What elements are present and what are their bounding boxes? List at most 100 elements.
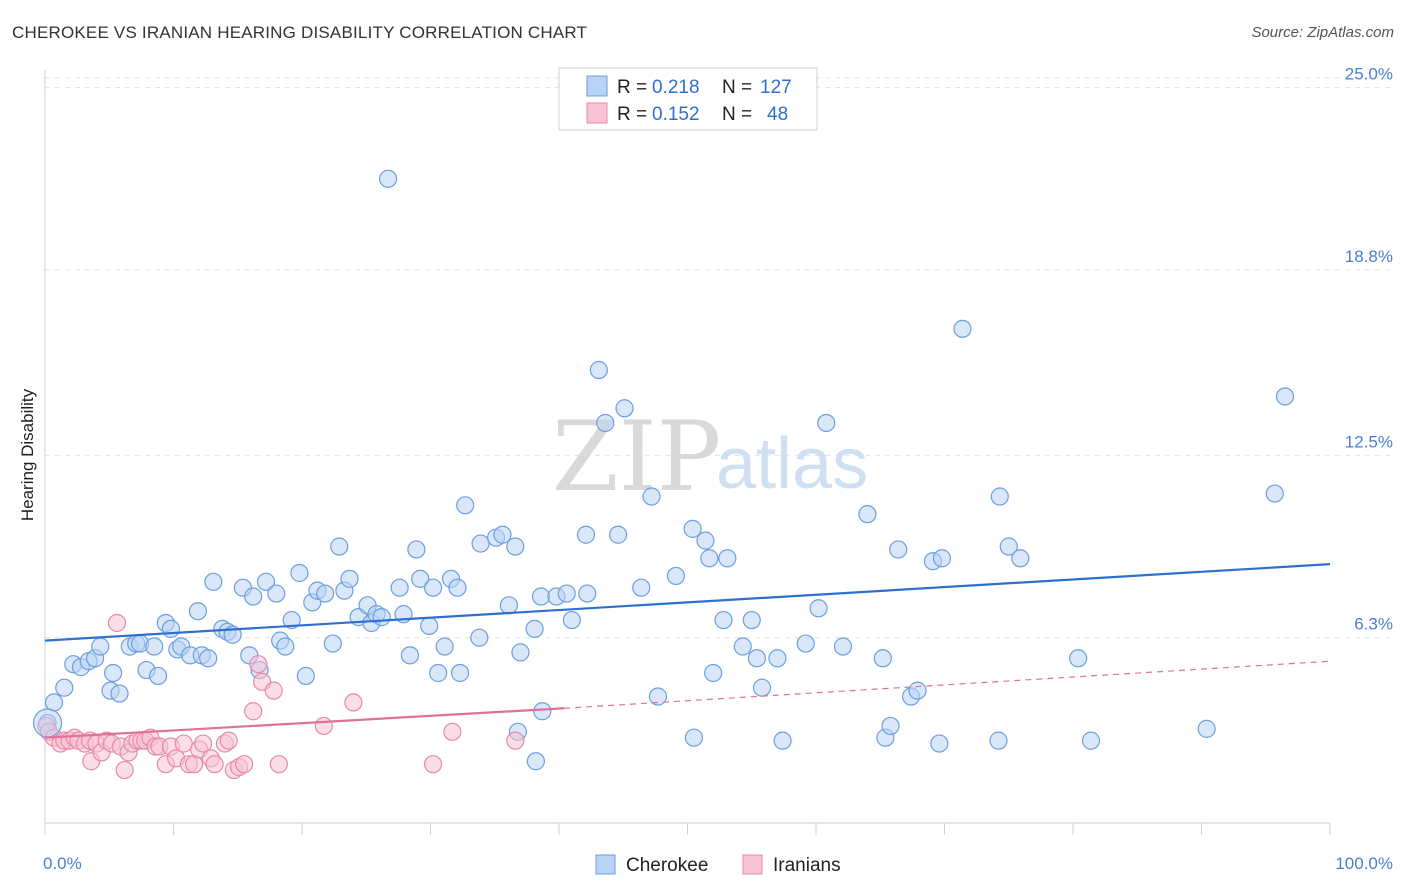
iranian-trend-extension [564,660,1331,709]
legend-n-value-cherokee: 127 [760,77,792,98]
y-tick-label: 12.5% [1345,432,1393,451]
cherokee-point [1275,387,1295,406]
iranian-point [443,722,462,741]
iranian-point [423,755,443,774]
bottom-legend-swatch-cherokee [595,854,616,875]
y-tick-label: 25.0% [1345,65,1393,84]
cherokee-point [742,610,761,630]
cherokee-point [768,649,787,668]
legend-r-label: R = [617,104,647,125]
bottom-legend-label-iranian: Iranians [773,855,841,876]
watermark-zip: ZIP [552,401,721,513]
legend-r-value-cherokee: 0.218 [652,77,700,98]
cherokee-point [323,634,342,653]
iranian-point [344,693,363,712]
cherokee-point [435,637,454,656]
cherokee-point [188,602,208,621]
iranian-point [235,755,254,774]
iranian-trend-line [44,707,565,739]
bottom-legend-swatch-iranian [742,854,763,875]
cherokee-point [256,572,276,591]
cherokee-point [1197,719,1216,738]
legend-n-label: N = [722,104,752,125]
cherokee-point [531,587,551,606]
cherokee-point [648,687,668,706]
legend-r-label: R = [617,77,647,98]
cherokee-point [91,637,110,656]
cherokee-point [276,637,295,656]
cherokee-point [110,684,129,703]
iranian-point [174,734,193,753]
watermark-atlas: atlas [716,424,868,504]
cherokee-point [833,637,853,656]
legend-n-value-iranian: 48 [767,104,788,125]
x-tick-label: 0.0% [43,854,82,873]
cherokee-point [1069,649,1088,668]
cherokee-point [471,534,490,553]
cherokee-point [330,537,349,556]
cherokee-point [244,587,263,606]
x-tick-label: 100.0% [1335,854,1393,873]
cherokee-point [533,702,552,721]
cherokee-point [557,584,576,603]
chart-title: CHEROKEE VS IRANIAN HEARING DISABILITY C… [12,23,588,42]
cherokee-point [470,628,489,647]
cherokee-point [378,169,398,188]
cherokee-point [44,693,64,712]
cherokee-point [873,649,892,668]
cherokee-point [999,537,1018,556]
cherokee-point [290,563,309,583]
cherokee-point [372,608,391,627]
cherokee-point [714,610,733,630]
cherokee-point [747,649,766,668]
cherokee-point [204,572,223,591]
cherokee-point [989,731,1008,750]
cherokee-point [32,708,63,738]
cherokee-point [104,663,123,683]
cherokee-point [562,610,581,630]
cherokee-point [609,525,628,544]
y-tick-label: 18.8% [1345,247,1393,266]
cherokee-point [908,681,927,700]
cherokee-point [511,643,530,662]
cherokee-point [700,549,719,568]
cherokee-point [704,663,723,683]
cherokee-point [696,531,715,550]
cherokee-point [526,752,545,771]
cherokee-point [506,537,525,556]
watermark: ZIP atlas [552,401,868,513]
cherokee-point [642,487,661,506]
iranian-point [506,731,525,750]
cherokee-point [420,616,439,636]
trend-layer [44,563,1331,739]
cherokee-point [148,666,168,686]
cherokee-point [145,637,164,656]
cherokee-point [1081,731,1101,750]
cherokee-point [400,646,420,665]
cherokee-point [493,525,512,544]
legend-box: R = 0.218 N = 127 R = 0.152 N = 48 [558,67,818,131]
iranian-point [244,702,263,721]
legend-swatch-iranian [586,102,608,124]
cherokee-point [267,584,286,603]
y-tick-label: 6.3% [1354,615,1393,634]
cherokee-point [932,549,952,568]
cherokee-point [990,487,1009,506]
cherokee-point [733,637,752,656]
cherokee-point [576,525,596,544]
iranian-point [249,655,268,674]
cherokee-point [684,728,704,747]
cherokee-point [683,519,702,538]
cherokee-point [456,496,475,515]
cherokee-point [589,360,608,380]
cherokee-point [796,634,815,653]
iranian-point [219,731,238,750]
cherokee-point [450,663,470,683]
cherokee-point [1265,484,1284,503]
cherokee-point [752,678,772,697]
axis-layer: 6.3% 12.5% 18.8% 25.0% 0.0% 100.0% [43,65,1393,873]
legend-swatch-cherokee [586,75,608,97]
iranian-point [115,760,134,780]
cherokee-point [340,569,359,588]
cherokee-point [773,731,792,750]
